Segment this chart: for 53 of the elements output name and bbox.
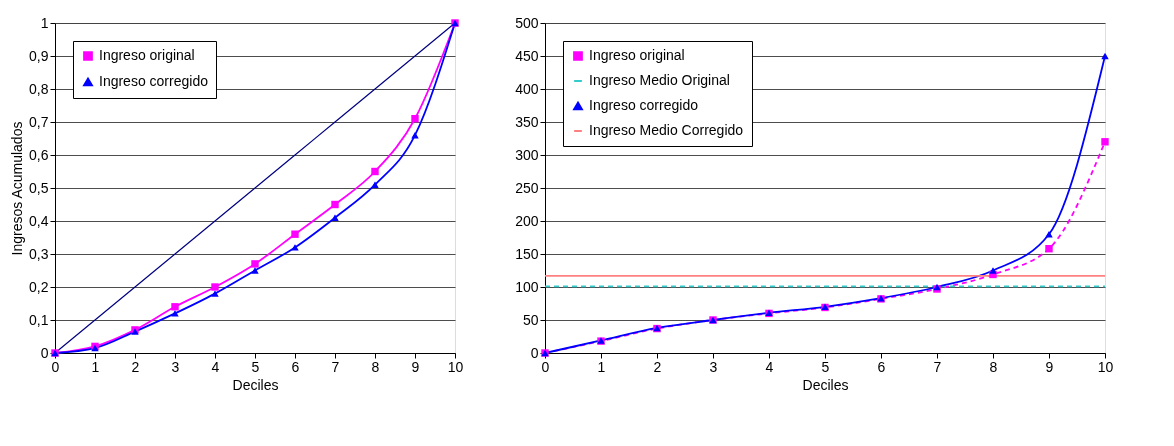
x-tick-label: 4 <box>765 358 774 375</box>
y-tick-label: 0,8 <box>29 80 49 97</box>
x-axis-title: Deciles <box>232 376 279 393</box>
legend-label: Ingreso Medio Corregido <box>589 122 744 138</box>
y-tick-label: 0,5 <box>29 179 49 196</box>
x-tick-label: 5 <box>821 358 830 375</box>
x-tick-label: 8 <box>371 358 380 375</box>
x-tick-label: 2 <box>131 358 140 375</box>
x-tick-label: 6 <box>291 358 300 375</box>
y-tick-label: 0 <box>530 344 539 361</box>
x-tick-label: 9 <box>1045 358 1054 375</box>
legend-label: Ingreso original <box>589 47 685 63</box>
y-tick-label: 450 <box>515 47 539 64</box>
legend-label: Ingreso corregido <box>589 97 699 113</box>
y-tick-label: 0,9 <box>29 47 49 64</box>
y-tick-label: 250 <box>515 179 539 196</box>
y-tick-label: 50 <box>522 311 539 328</box>
y-tick-label: 0,1 <box>29 311 49 328</box>
y-tick-label: 0,3 <box>29 245 49 262</box>
y-tick-label: 400 <box>515 80 539 97</box>
y-tick-label: 1 <box>40 14 49 31</box>
x-tick-label: 10 <box>1097 358 1114 375</box>
y-tick-label: 0,4 <box>29 212 49 229</box>
x-axis-title: Deciles <box>802 376 849 393</box>
x-tick-label: 4 <box>211 358 220 375</box>
y-tick-label: 500 <box>515 14 539 31</box>
y-tick-label: 0,2 <box>29 278 49 295</box>
y-axis-title: Ingresos Acumulados <box>9 121 26 256</box>
legend-label: Ingreso Medio Original <box>589 72 730 88</box>
y-tick-label: 0 <box>40 344 49 361</box>
y-tick-label: 150 <box>515 245 539 262</box>
y-tick-label: 100 <box>515 278 539 295</box>
x-tick-label: 8 <box>989 358 998 375</box>
x-tick-label: 0 <box>541 358 550 375</box>
y-tick-label: 0,7 <box>29 113 49 130</box>
x-tick-label: 3 <box>171 358 180 375</box>
legend-label: Ingreso original <box>99 47 195 63</box>
x-tick-label: 7 <box>933 358 942 375</box>
x-tick-label: 1 <box>597 358 606 375</box>
x-tick-label: 5 <box>251 358 260 375</box>
x-tick-label: 10 <box>447 358 464 375</box>
x-tick-label: 7 <box>331 358 340 375</box>
y-tick-label: 300 <box>515 146 539 163</box>
x-tick-label: 6 <box>877 358 886 375</box>
x-tick-label: 2 <box>653 358 662 375</box>
x-tick-label: 9 <box>411 358 420 375</box>
x-tick-label: 1 <box>91 358 100 375</box>
y-tick-label: 200 <box>515 212 539 229</box>
x-tick-label: 0 <box>51 358 60 375</box>
y-tick-label: 0,6 <box>29 146 49 163</box>
y-tick-label: 350 <box>515 113 539 130</box>
x-tick-label: 3 <box>709 358 718 375</box>
legend-label: Ingreso corregido <box>99 73 209 89</box>
